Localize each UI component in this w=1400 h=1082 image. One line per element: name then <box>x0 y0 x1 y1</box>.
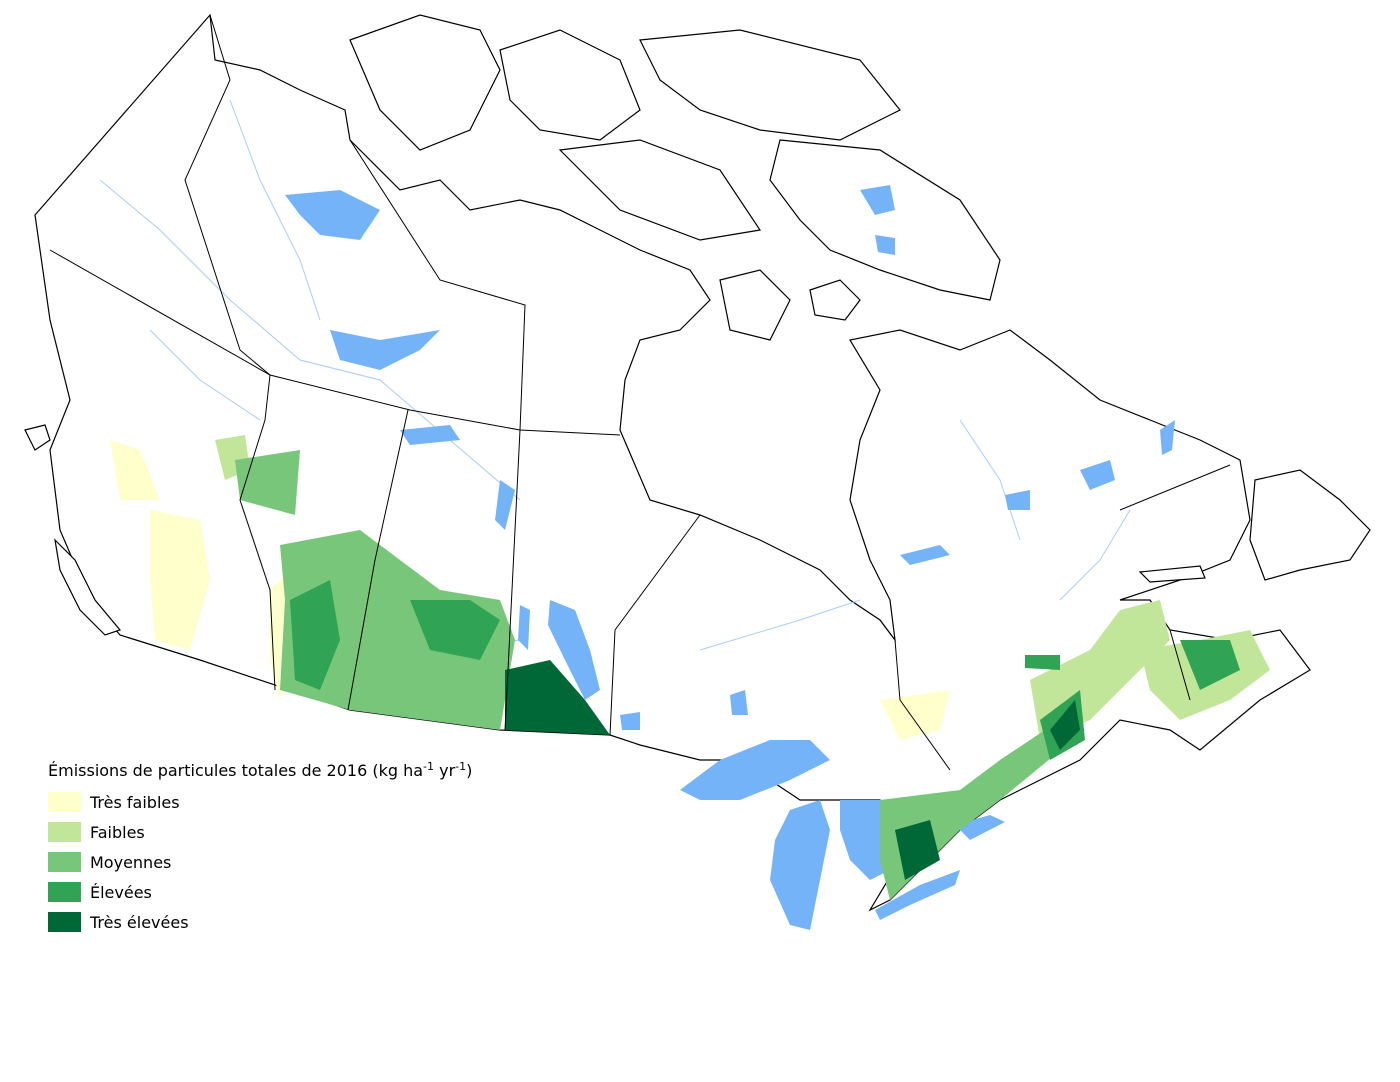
lake <box>875 235 895 255</box>
legend-swatch <box>48 912 81 932</box>
reindeer-lake <box>495 480 515 530</box>
smallwood-reservoir <box>1080 460 1115 490</box>
emission-area <box>505 660 610 735</box>
great-bear-lake <box>285 190 380 240</box>
lake-of-the-woods <box>620 712 640 730</box>
lake-ontario <box>955 815 1005 840</box>
lakes <box>285 185 1175 930</box>
emission-area <box>1025 655 1060 670</box>
legend-label: Très faibles <box>89 793 180 812</box>
emission-area <box>410 600 500 660</box>
vancouver-island <box>54 538 122 636</box>
legend-label: Très élevées <box>89 913 189 932</box>
lake-winnipeg <box>548 600 600 700</box>
legend-swatch <box>48 852 81 872</box>
legend-title-text: Émissions de particules totales de 2016 … <box>48 761 423 780</box>
legend-label: Élevées <box>90 883 152 902</box>
island <box>558 139 762 241</box>
emission-area <box>1180 640 1240 690</box>
newfoundland <box>1249 469 1371 581</box>
legend-title-text: yr <box>434 761 456 780</box>
island <box>1138 565 1206 583</box>
lake-superior <box>680 740 830 800</box>
lake-nipigon <box>730 690 748 715</box>
legend-swatch <box>48 822 81 842</box>
legend-label: Moyennes <box>90 853 171 872</box>
lake <box>1005 490 1030 510</box>
legend-title: Émissions de particules totales de 2016 … <box>48 760 472 780</box>
legend-label: Faibles <box>90 823 145 842</box>
legend-title-sup: -1 <box>455 760 466 773</box>
emission-area <box>150 510 210 650</box>
borders <box>49 14 1231 771</box>
legend-swatch <box>48 882 81 902</box>
emission-area <box>235 450 300 515</box>
emission-area <box>290 580 340 690</box>
island <box>639 29 901 141</box>
great-slave-lake <box>330 330 440 370</box>
emission-area <box>110 440 160 500</box>
legend-swatch <box>48 792 81 812</box>
lake-erie <box>875 870 960 920</box>
legend-title-sup: -1 <box>423 760 434 773</box>
island <box>349 14 501 151</box>
legend-title-text: ) <box>466 761 472 780</box>
lake-michigan <box>770 800 830 930</box>
lake-athabasca <box>400 425 460 445</box>
lake-winnipegosis <box>518 605 530 650</box>
emission-area <box>880 690 950 740</box>
emission-area <box>895 820 940 880</box>
lake <box>1160 420 1175 455</box>
emission-areas <box>110 435 1270 900</box>
island <box>499 29 641 141</box>
island <box>809 279 861 321</box>
emission-area <box>280 530 515 730</box>
emission-area <box>1050 700 1080 750</box>
island <box>719 269 791 341</box>
baffin-island <box>769 139 1001 301</box>
island <box>24 424 51 451</box>
legend: Émissions de particules totales de 2016 … <box>48 760 472 932</box>
nettilling-lake <box>860 185 895 215</box>
lake <box>900 545 950 565</box>
